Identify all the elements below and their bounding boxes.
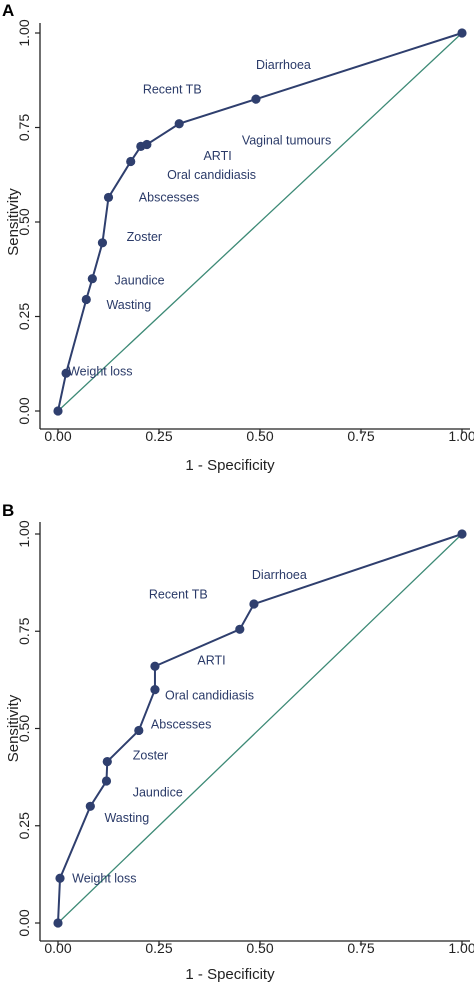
point-annotation: Weight loss <box>68 364 132 378</box>
point-annotation: ARTI <box>197 653 225 667</box>
reference-line <box>57 32 463 412</box>
roc-point <box>251 94 261 104</box>
roc-point <box>85 801 95 811</box>
point-annotation: Recent TB <box>149 587 208 601</box>
roc-point <box>174 119 184 129</box>
y-axis-title: Sensitivity <box>5 188 22 256</box>
point-annotation: Wasting <box>104 811 149 825</box>
x-tick-label: 0.00 <box>44 428 71 444</box>
y-tick-label: 0.25 <box>16 812 32 839</box>
point-annotation: Oral candidiasis <box>165 688 254 702</box>
point-annotation: Diarrhoea <box>256 58 311 72</box>
panel-label: A <box>2 1 14 20</box>
y-tick-label: 0.75 <box>16 617 32 644</box>
point-annotation: Abscesses <box>139 190 199 204</box>
roc-point <box>134 725 144 736</box>
x-axis-title: 1 - Specificity <box>185 457 275 474</box>
x-tick-label: 0.00 <box>44 940 71 956</box>
roc-point <box>101 776 112 786</box>
roc-point <box>235 624 245 634</box>
x-tick-label: 0.75 <box>347 428 374 444</box>
point-annotation: Zoster <box>127 230 162 244</box>
point-annotation: Diarrhoea <box>252 568 307 582</box>
x-tick-label: 0.50 <box>246 940 273 956</box>
point-annotation: Jaundice <box>115 274 165 288</box>
y-axis-title: Sensitivity <box>5 694 22 762</box>
roc-panel-b: B 0.00 0.25 0.50 0.75 1.00 0.00 0.25 0.50 0.75 1.0… <box>2 501 474 983</box>
x-tick-label: 1.00 <box>448 940 474 956</box>
x-tick-label: 0.25 <box>145 940 172 956</box>
y-tick-label: 0.75 <box>16 114 32 141</box>
x-tick-label: 0.75 <box>347 940 374 956</box>
roc-point <box>457 529 467 539</box>
point-annotation: ARTI <box>203 149 231 163</box>
roc-point <box>61 368 71 378</box>
roc-point <box>53 406 63 416</box>
y-tick-label: 0.00 <box>16 397 32 424</box>
y-tick-label: 1.00 <box>16 520 32 547</box>
roc-point <box>142 139 152 150</box>
y-tick-label: 0.50 <box>16 208 32 235</box>
point-annotation: Zoster <box>133 749 168 763</box>
y-tick-label: 0.50 <box>16 715 32 742</box>
x-axis-title: 1 - Specificity <box>185 966 275 983</box>
panel-label: B <box>2 501 14 520</box>
roc-point <box>81 294 91 305</box>
roc-point <box>102 756 112 767</box>
roc-point <box>457 28 467 38</box>
roc-point <box>126 156 136 167</box>
point-annotation: Oral candidiasis <box>167 168 256 182</box>
roc-point <box>103 192 114 203</box>
roc-point <box>150 685 160 695</box>
point-annotation: Jaundice <box>133 786 183 800</box>
x-tick-label: 0.50 <box>246 428 273 444</box>
roc-curve-line <box>57 32 463 412</box>
roc-panel-a: A 0.00 0.25 0.50 0.75 1.00 0.00 0.25 0.50 0.75 1.0… <box>2 1 474 474</box>
roc-point <box>97 238 108 248</box>
x-tick-label: 1.00 <box>448 428 474 444</box>
point-annotation: Abscesses <box>151 718 211 732</box>
point-annotation: Wasting <box>106 298 151 312</box>
y-tick-label: 1.00 <box>16 19 32 46</box>
point-annotation: Weight loss <box>72 871 136 885</box>
x-tick-label: 0.25 <box>145 428 172 444</box>
y-tick-label: 0.00 <box>16 909 32 936</box>
roc-point <box>53 918 63 928</box>
point-annotation: Vaginal tumours <box>242 134 331 148</box>
reference-line <box>57 533 463 924</box>
roc-point <box>150 661 160 671</box>
point-annotation: Recent TB <box>143 83 202 97</box>
roc-point <box>249 599 259 609</box>
roc-point <box>87 274 97 284</box>
roc-point <box>55 873 65 883</box>
y-tick-label: 0.25 <box>16 303 32 330</box>
